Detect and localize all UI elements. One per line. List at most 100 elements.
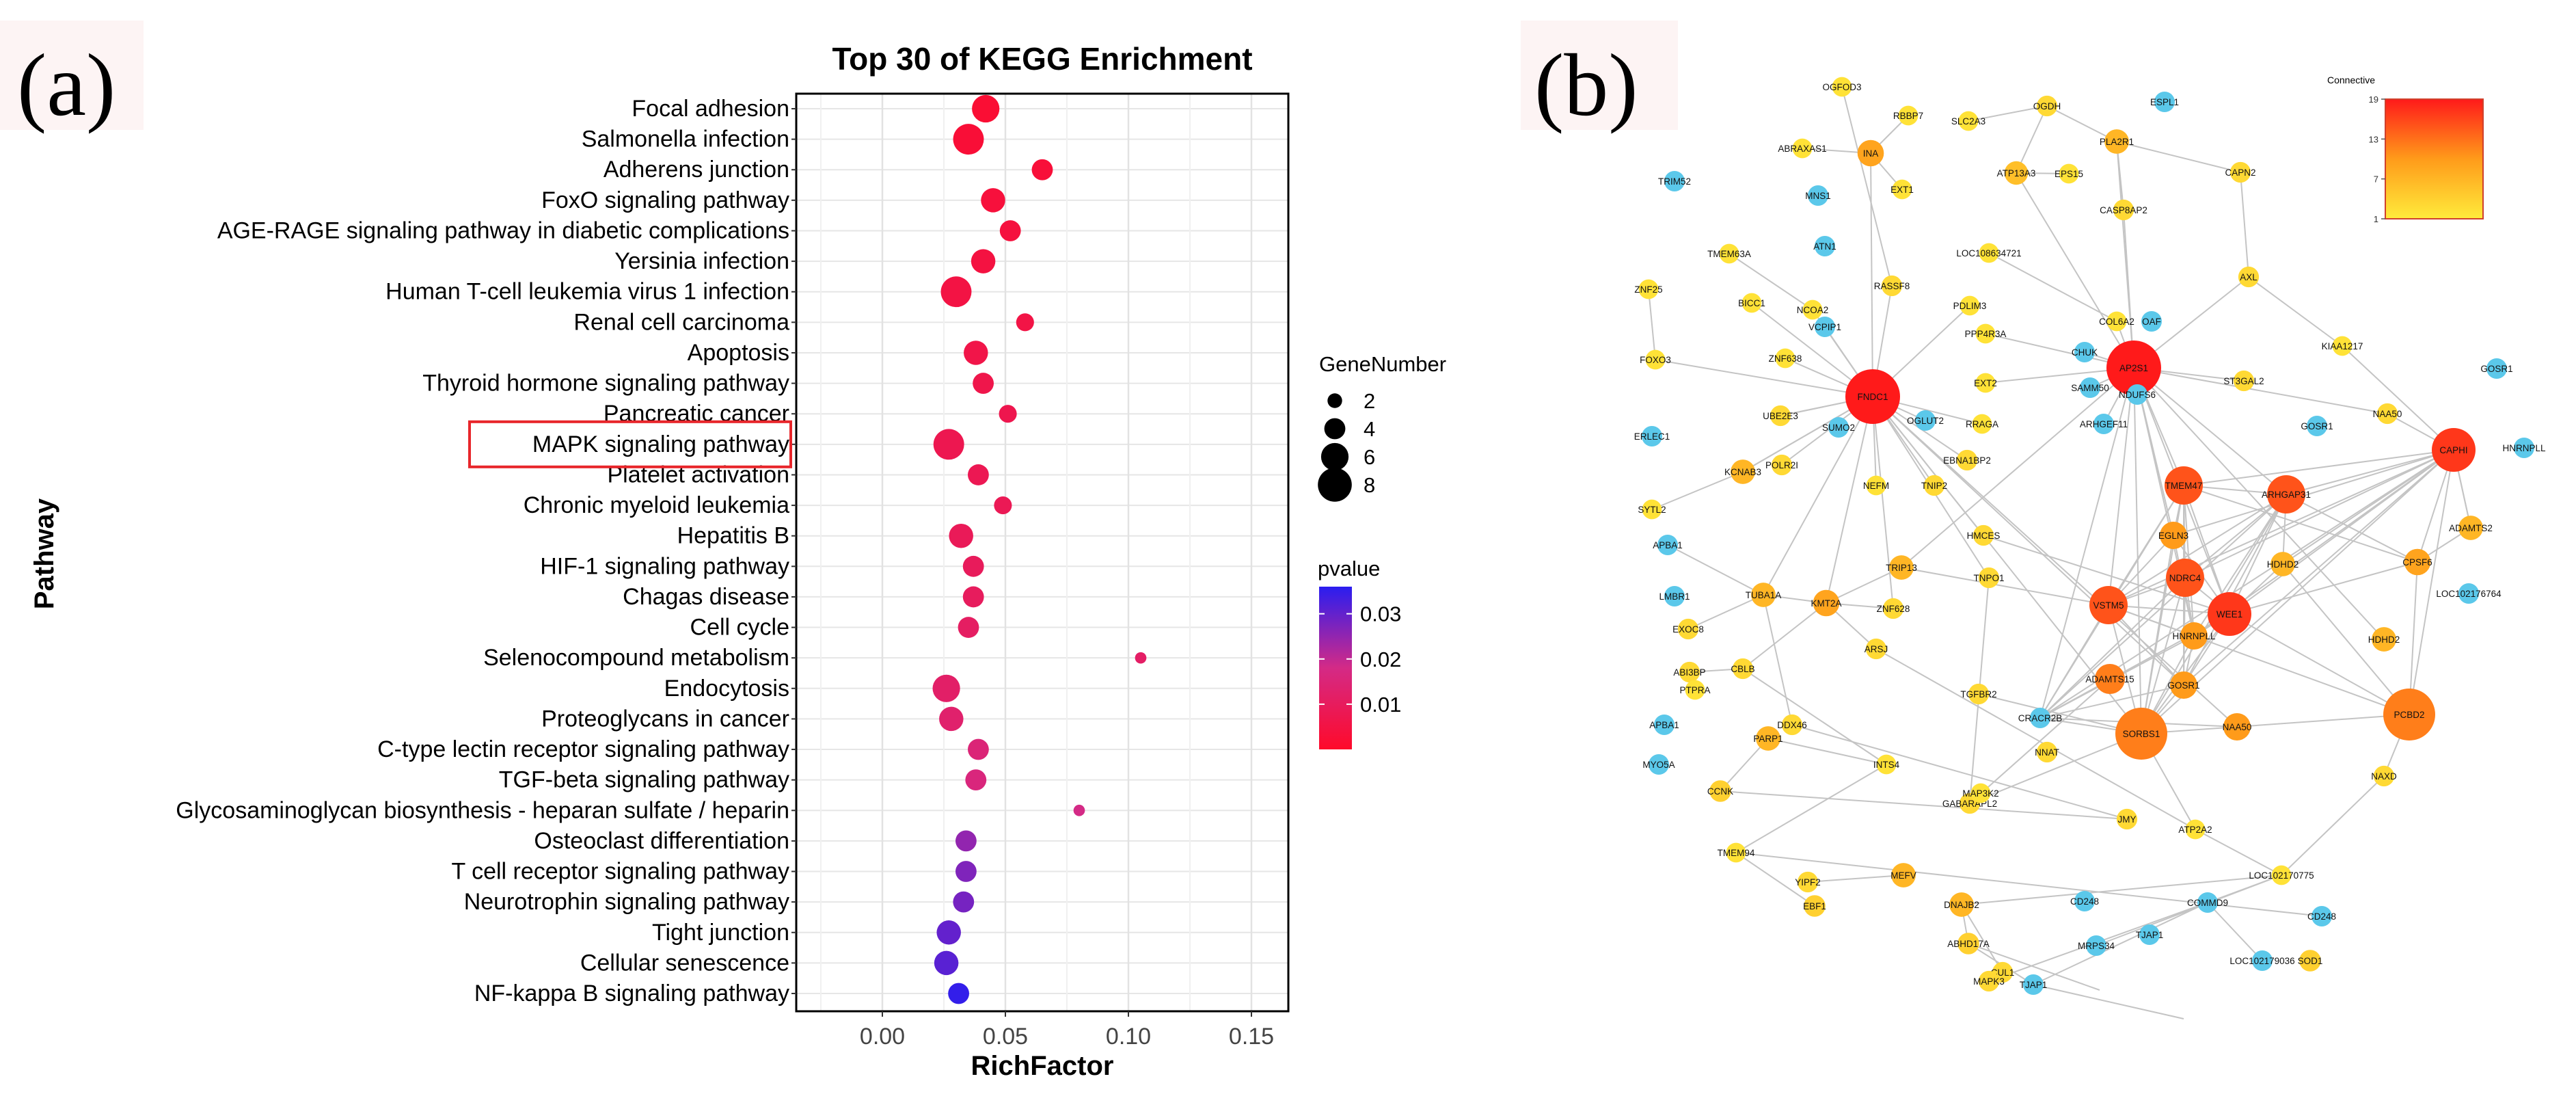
network-node-label: LMBR1: [1659, 591, 1690, 602]
data-point: [972, 94, 1000, 123]
network-node-label: CPSF6: [2402, 557, 2432, 568]
gene-number-legend-title: GeneNumber: [1319, 352, 1446, 376]
network-node: [2372, 627, 2396, 652]
y-tick-label: Neurotrophin signaling pathway: [464, 889, 789, 915]
network-node-label: CBLB: [1731, 664, 1754, 674]
network-node-label: TJAP1: [2020, 980, 2048, 990]
network-node: [1968, 683, 1990, 705]
y-tick-label: Chronic myeloid leukemia: [524, 492, 789, 518]
network-node-label: AP2S1: [2119, 363, 2148, 373]
network-node: [2030, 708, 2050, 728]
network-node-label: TJAP1: [2136, 930, 2164, 940]
network-node: [2233, 370, 2255, 392]
network-edge: [1978, 693, 2142, 734]
data-point: [955, 830, 977, 852]
connective-legend-ticks: 1 7 13 19: [2369, 94, 2385, 224]
network-edge: [1983, 535, 2230, 615]
network-node: [1876, 754, 1897, 775]
network-node-label: NCOA2: [1797, 305, 1829, 315]
network-node: [1642, 499, 1662, 520]
y-tick-label: Adherens junction: [604, 157, 789, 183]
network-edge: [1826, 567, 1902, 604]
gene-number-legend-label: 8: [1364, 473, 1375, 497]
network-node: [1756, 726, 1780, 751]
network-node: [2089, 586, 2128, 624]
network-node-label: TRIM52: [1658, 176, 1691, 187]
network-node: [1975, 323, 1996, 344]
network-edge: [2108, 604, 2410, 715]
network-node: [1654, 715, 1675, 735]
network-edge: [1875, 648, 2196, 830]
network-edge: [2039, 494, 2287, 719]
network-node-label: ADAMTS2: [2449, 523, 2493, 533]
network-node: [1958, 111, 1979, 131]
network-edge: [2183, 449, 2454, 686]
y-tick-label: Glycosaminoglycan biosynthesis - heparan…: [176, 797, 789, 823]
network-node-label: SORBS1: [2123, 729, 2160, 739]
network-edge: [2281, 775, 2385, 876]
network-node: [1664, 586, 1685, 606]
network-edge: [2133, 367, 2142, 734]
network-node-label: DNAJB2: [1944, 900, 1979, 910]
network-edge: [2183, 485, 2418, 563]
y-tick-label: Selenocompound metabolism: [483, 645, 789, 671]
network-node: [2432, 428, 2476, 472]
network-node: [1949, 892, 1974, 917]
network-node: [1677, 618, 1699, 640]
gene-number-legend: 2 4 6 8: [1318, 389, 1375, 502]
network-node: [2139, 924, 2160, 945]
network-node: [1815, 236, 1835, 256]
mapk-highlight-box: [468, 420, 792, 468]
network-node: [1898, 105, 1919, 126]
network-node-label: TUBA1A: [1746, 590, 1782, 600]
network-node-label: EXOC8: [1672, 624, 1704, 635]
plot-frame: [795, 92, 1290, 1013]
network-node-label: HDHD2: [2368, 635, 2400, 645]
network-node: [1638, 279, 1659, 299]
network-edge: [1988, 252, 2117, 322]
network-node-label: NEFM: [1863, 481, 1889, 491]
panel-b: (b) OGFOD3 RBBP7 SLC2A3 OGDH ESPL1 ABRAXAS1 IN…: [1521, 21, 2546, 1019]
gene-number-legend-label: 4: [1364, 417, 1375, 441]
network-node-label: TRIP13: [1886, 563, 1917, 573]
network-node-label: DDX46: [1777, 720, 1807, 730]
network-node-label: PPP4R3A: [1965, 329, 2007, 339]
network-node-label: HMCES: [1967, 531, 2001, 541]
network-node: [2093, 414, 2114, 434]
network-node: [1882, 598, 1904, 619]
network-node-label: NAXD: [2371, 771, 2397, 782]
network-node: [1649, 754, 1669, 775]
gene-number-legend-dot: [1318, 468, 1352, 502]
panel-a-label: (a): [17, 36, 116, 135]
network-node: [2074, 891, 2095, 911]
x-tick-label: 0.00: [860, 1024, 905, 1050]
y-tick-label: Human T-cell leukemia virus 1 infection: [385, 279, 789, 305]
network-edge: [2133, 367, 2385, 640]
network-edge: [2039, 684, 2184, 719]
network-node: [1808, 185, 1828, 206]
network-node: [1709, 780, 1731, 802]
network-node: [2165, 466, 2203, 505]
network-node-label: ABRAXAS1: [1778, 144, 1826, 154]
network-edge: [2141, 535, 2174, 734]
network-node-label: COMMD9: [2187, 898, 2228, 908]
network-node: [2458, 516, 2483, 540]
network-edge: [1872, 396, 2184, 686]
network-node-label: NNAT: [2035, 747, 2059, 758]
network-node-label: OGDH: [2033, 101, 2061, 111]
y-axis-label: Pathway: [29, 498, 59, 609]
network-node-label: TMEM94: [1718, 848, 1755, 858]
network-node: [2404, 548, 2431, 576]
network-node: [2270, 552, 2295, 576]
network-node-label: GOSR1: [2301, 421, 2333, 431]
data-points: [932, 94, 1147, 1004]
network-node-label: PARP1: [1753, 734, 1782, 744]
data-point: [939, 706, 964, 732]
network-node: [2127, 384, 2147, 405]
network-node-label: APBA1: [1653, 540, 1683, 550]
network-edge: [1735, 852, 1815, 907]
network-edge: [2282, 563, 2410, 715]
network-edge: [1791, 724, 2128, 820]
connective-colorbar: [2385, 98, 2484, 219]
network-node: [1719, 243, 1739, 264]
